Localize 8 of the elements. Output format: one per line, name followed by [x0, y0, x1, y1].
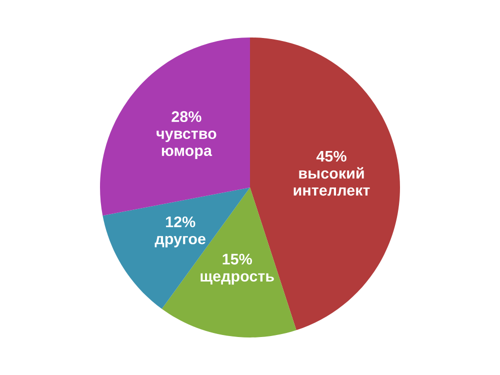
slice-label: чувство юмора — [156, 130, 216, 160]
data-label: 28% — [172, 111, 202, 122]
data-label: 12% — [166, 216, 196, 228]
slice-label: высокий интеллект — [294, 167, 370, 196]
slice-label: щедрость — [200, 273, 274, 285]
slice-label: другое — [154, 236, 206, 248]
data-label: 45% — [316, 150, 346, 162]
data-label: 15% — [222, 254, 252, 265]
